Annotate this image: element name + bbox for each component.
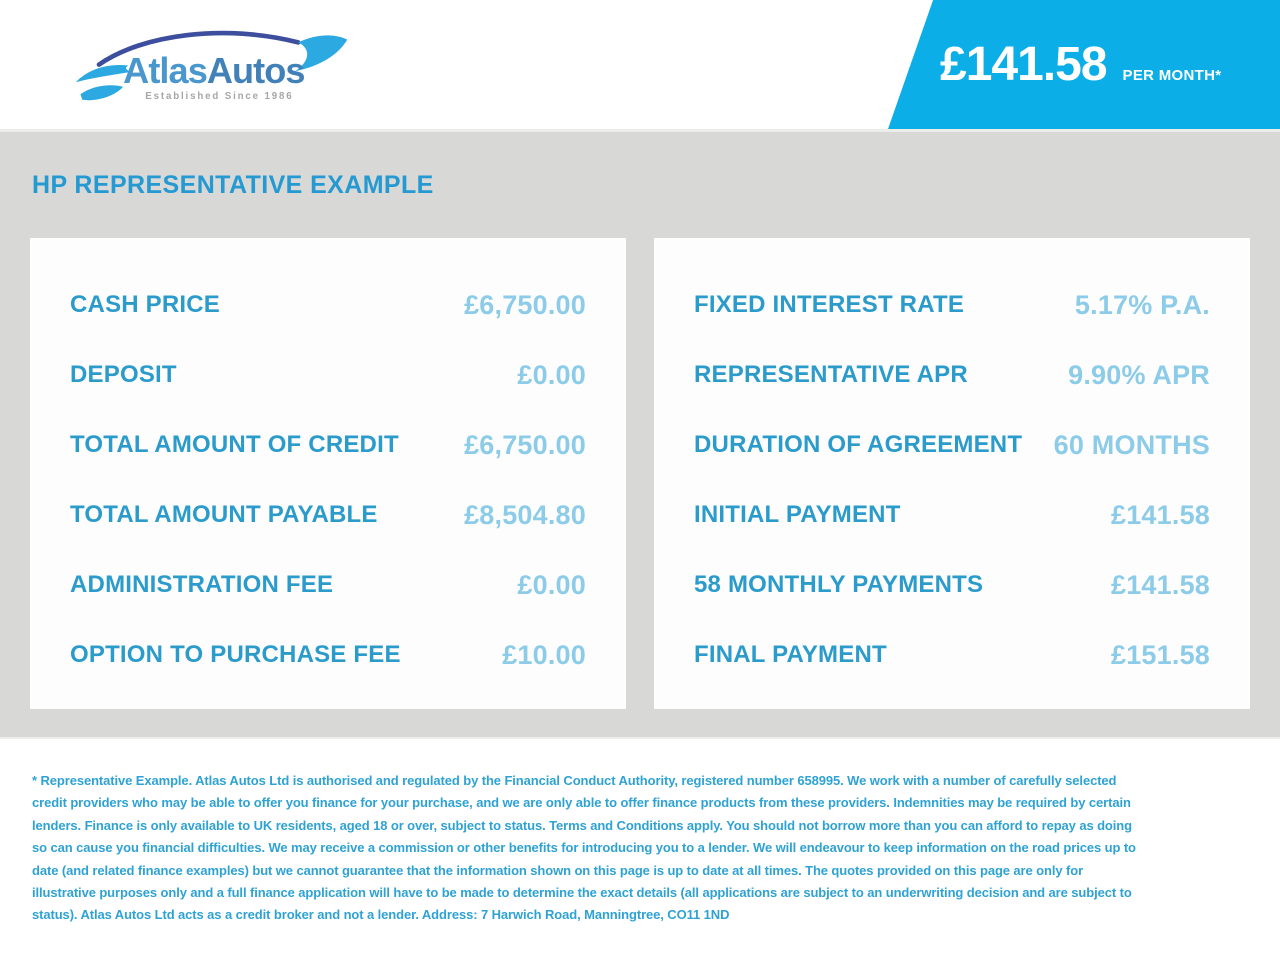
car-rear-swoosh-icon (295, 35, 348, 72)
finance-row-value: £141.58 (1111, 569, 1210, 600)
finance-row-total-payable: TOTAL AMOUNT PAYABLE £8,504.80 (70, 480, 586, 550)
finance-row-label: ADMINISTRATION FEE (70, 571, 334, 598)
finance-row-value: 60 MONTHS (1053, 429, 1210, 460)
car-roofline-icon (96, 30, 301, 67)
logo-tagline: Established Since 1986 (145, 91, 293, 102)
finance-row-value: £0.00 (517, 359, 586, 390)
finance-row-initial-payment: INITIAL PAYMENT £141.58 (694, 480, 1210, 550)
finance-row-value: £6,750.00 (464, 429, 586, 460)
finance-row-value: £0.00 (517, 569, 586, 600)
finance-row-value: 9.90% APR (1068, 359, 1210, 390)
footer: * Representative Example. Atlas Autos Lt… (0, 737, 1280, 960)
header: AtlasAutos Established Since 1986 £141.5… (0, 0, 1280, 129)
finance-example-section: HP REPRESENTATIVE EXAMPLE CASH PRICE £6,… (0, 129, 1280, 737)
finance-row-value: £141.58 (1111, 499, 1210, 530)
page-title: HP REPRESENTATIVE EXAMPLE (32, 171, 434, 199)
finance-row-label: TOTAL AMOUNT OF CREDIT (70, 431, 399, 458)
finance-row-final-payment: FINAL PAYMENT £151.58 (694, 620, 1210, 690)
logo-wordmark: AtlasAutos (123, 50, 304, 91)
finance-row-apr: REPRESENTATIVE APR 9.90% APR (694, 340, 1210, 410)
logo-word-autos: Autos (207, 50, 305, 91)
car-swoosh-logo-icon: AtlasAutos Established Since 1986 (75, 30, 348, 102)
finance-row-value: £10.00 (502, 639, 586, 670)
finance-row-cash-price: CASH PRICE £6,750.00 (70, 270, 586, 340)
finance-row-value: £8,504.80 (464, 499, 586, 530)
finance-row-value: £6,750.00 (464, 289, 586, 320)
finance-row-duration: DURATION OF AGREEMENT 60 MONTHS (694, 410, 1210, 480)
monthly-price-group: £141.58 PER MONTH* (888, 37, 1221, 92)
finance-row-label: INITIAL PAYMENT (694, 501, 901, 528)
finance-panel-terms: FIXED INTEREST RATE 5.17% P.A. REPRESENT… (654, 238, 1250, 709)
per-month-label: PER MONTH* (1122, 67, 1222, 84)
finance-row-label: DEPOSIT (70, 361, 177, 388)
logo-word-atlas: Atlas (123, 50, 207, 91)
finance-row-label: CASH PRICE (70, 291, 221, 318)
finance-panel-amounts: CASH PRICE £6,750.00 DEPOSIT £0.00 TOTAL… (30, 238, 626, 709)
finance-row-option-fee: OPTION TO PURCHASE FEE £10.00 (70, 620, 586, 690)
finance-row-total-credit: TOTAL AMOUNT OF CREDIT £6,750.00 (70, 410, 586, 480)
finance-row-label: FIXED INTEREST RATE (694, 291, 965, 318)
finance-row-label: REPRESENTATIVE APR (694, 361, 968, 388)
car-front-curl-icon (80, 85, 124, 101)
monthly-price-banner: £141.58 PER MONTH* (888, 0, 1280, 129)
atlas-autos-logo: AtlasAutos Established Since 1986 (72, 22, 352, 115)
finance-row-label: OPTION TO PURCHASE FEE (70, 641, 401, 668)
car-front-swoosh-icon (75, 64, 131, 83)
finance-row-label: 58 MONTHLY PAYMENTS (694, 571, 984, 598)
finance-row-monthly-payments: 58 MONTHLY PAYMENTS £141.58 (694, 550, 1210, 620)
finance-row-label: TOTAL AMOUNT PAYABLE (70, 501, 378, 528)
finance-row-deposit: DEPOSIT £0.00 (70, 340, 586, 410)
monthly-price-amount: £141.58 (940, 38, 1108, 91)
footer-disclaimer: * Representative Example. Atlas Autos Lt… (32, 773, 1136, 923)
finance-row-value: 5.17% P.A. (1074, 289, 1210, 320)
finance-row-admin-fee: ADMINISTRATION FEE £0.00 (70, 550, 586, 620)
finance-row-label: DURATION OF AGREEMENT (694, 431, 1023, 458)
finance-row-interest-rate: FIXED INTEREST RATE 5.17% P.A. (694, 270, 1210, 340)
finance-panels: CASH PRICE £6,750.00 DEPOSIT £0.00 TOTAL… (30, 238, 1250, 709)
finance-row-value: £151.58 (1111, 639, 1210, 670)
finance-row-label: FINAL PAYMENT (694, 641, 887, 668)
